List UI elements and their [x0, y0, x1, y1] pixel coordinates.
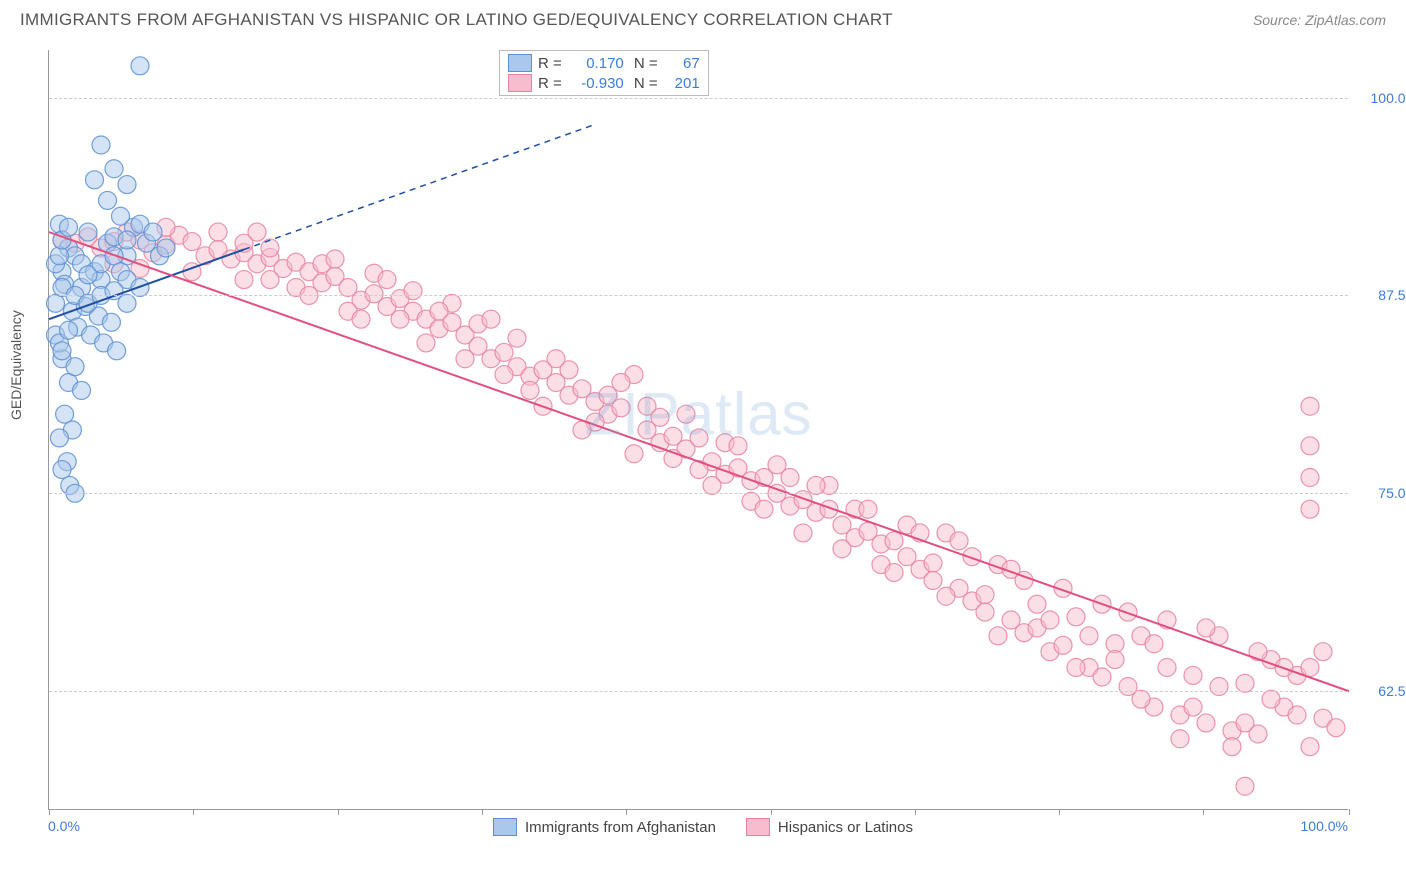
y-tick-label: 100.0% — [1358, 90, 1406, 106]
x-tick-mark — [1349, 809, 1350, 815]
gridline — [49, 98, 1348, 99]
y-tick-label: 62.5% — [1358, 683, 1406, 699]
x-tick-mark — [626, 809, 627, 815]
gridline — [49, 493, 1348, 494]
legend-swatch-pink — [746, 818, 770, 836]
legend-label-1: Immigrants from Afghanistan — [525, 819, 716, 836]
legend-item-afghanistan: Immigrants from Afghanistan — [493, 818, 716, 836]
x-tick-mark — [482, 809, 483, 815]
legend-r-value-1: 0.170 — [568, 55, 624, 72]
gridline — [49, 691, 1348, 692]
correlation-legend: R = 0.170 N = 67 R = -0.930 N = 201 — [499, 50, 709, 96]
x-tick-mark — [1203, 809, 1204, 815]
series-legend: Immigrants from Afghanistan Hispanics or… — [0, 818, 1406, 836]
legend-n-value-2: 201 — [664, 75, 700, 92]
legend-row-series-1: R = 0.170 N = 67 — [508, 53, 700, 73]
scatter-svg — [49, 50, 1349, 810]
x-tick-mark — [915, 809, 916, 815]
legend-swatch-blue — [493, 818, 517, 836]
x-tick-mark — [1059, 809, 1060, 815]
legend-row-series-2: R = -0.930 N = 201 — [508, 73, 700, 93]
legend-item-hispanic: Hispanics or Latinos — [746, 818, 913, 836]
legend-n-label: N = — [630, 55, 658, 72]
legend-n-value-1: 67 — [664, 55, 700, 72]
source-attribution: Source: ZipAtlas.com — [1253, 12, 1386, 28]
legend-r-value-2: -0.930 — [568, 75, 624, 92]
chart-plot-area: R = 0.170 N = 67 R = -0.930 N = 201 ZIPa… — [48, 50, 1348, 810]
chart-title: IMMIGRANTS FROM AFGHANISTAN VS HISPANIC … — [20, 10, 893, 30]
legend-label-2: Hispanics or Latinos — [778, 819, 913, 836]
legend-swatch-blue — [508, 54, 532, 72]
legend-swatch-pink — [508, 74, 532, 92]
y-tick-label: 87.5% — [1358, 287, 1406, 303]
gridline — [49, 295, 1348, 296]
x-tick-mark — [193, 809, 194, 815]
x-tick-mark — [338, 809, 339, 815]
y-tick-label: 75.0% — [1358, 485, 1406, 501]
x-tick-mark — [49, 809, 50, 815]
legend-r-label: R = — [538, 75, 562, 92]
legend-n-label: N = — [630, 75, 658, 92]
y-axis-label: GED/Equivalency — [8, 310, 24, 420]
x-tick-mark — [771, 809, 772, 815]
legend-r-label: R = — [538, 55, 562, 72]
